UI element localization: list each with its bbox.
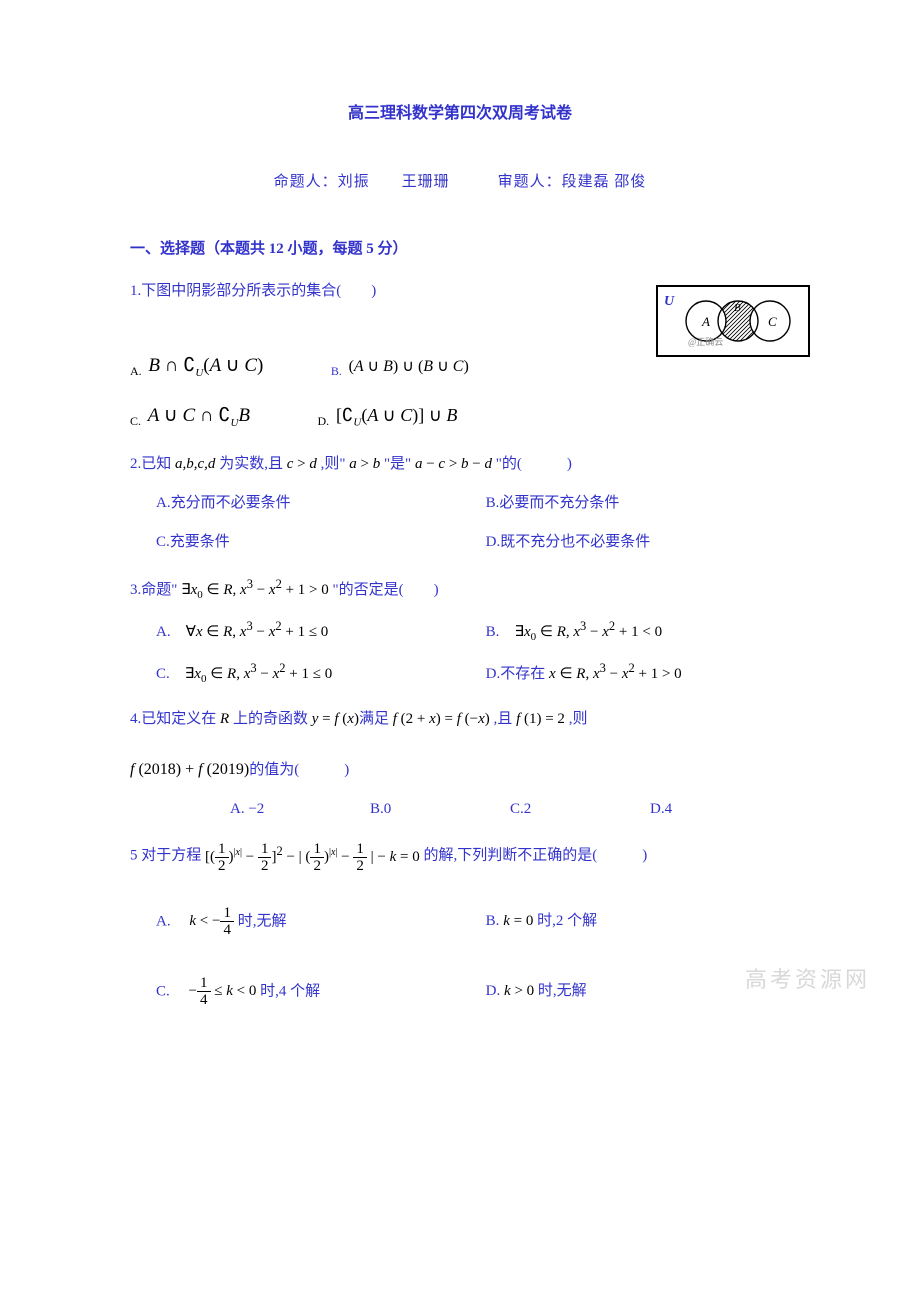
q4-p6: 的值为( ) [249,762,349,778]
svg-text:A: A [701,314,710,329]
q2-optC: C.充要条件 [156,534,230,550]
q5-optA-text: 时,无解 [238,913,287,929]
q4-p1: 4.已知定义在 [130,711,216,727]
q4-p4: ,且 [494,711,513,727]
page-title: 高三理科数学第四次双周考试卷 [130,100,790,129]
q3-optB-label: B. [486,624,500,640]
q5-optD-text: 时,无解 [538,983,587,999]
svg-text:C: C [768,314,777,329]
q5-end: 的解,下列判断不正确的是( ) [424,848,648,864]
q4-p5: ,则 [569,711,588,727]
q4-optB: B.0 [370,801,391,817]
q5-optA-label: A. [156,913,171,929]
q2-optD: D.既不充分也不必要条件 [486,534,651,550]
q1-optD-label: D. [318,414,330,428]
q4-p3: 满足 [359,711,389,727]
q5-optB-text: 时,2 个解 [537,913,597,929]
q5-optC-text: 时,4 个解 [260,983,320,999]
question-2: 2.已知 a,b,c,d 为实数,且 c > d ,则" a > b "是" a… [130,448,790,559]
q2-end: "的( ) [496,456,572,472]
q2-mid1: 为实数,且 [219,456,283,472]
section-header-1: 一、选择题（本题共 12 小题，每题 5 分） [130,236,790,263]
q2-optB: B.必要而不充分条件 [486,495,620,511]
q1-optB-label: B. [331,364,342,378]
q5-optC-label: C. [156,983,170,999]
q3-optA-label: A. [156,624,171,640]
q2-mid2: ,则" [321,456,346,472]
q5-optB-label: B. [486,913,500,929]
q3-end: "的否定是( ) [333,582,439,598]
question-1: 1.下图中阴影部分所表示的集合( ) U A B [130,275,790,436]
q5-equation: [(12)|x| − 12]2 − | (12)|x| − 12 | − k =… [205,838,420,875]
q1-stem: 1.下图中阴影部分所表示的集合( ) [130,283,376,299]
q5-pre: 5 对于方程 [130,848,201,864]
question-5: 5 对于方程 [(12)|x| − 12]2 − | (12)|x| − 12 … [130,838,790,1009]
q1-optC-label: C. [130,414,141,428]
q3-optC-label: C. [156,666,170,682]
venn-diagram: U A B C @正确云 [656,285,810,357]
q1-options-row2: C. A ∪ C ∩ ∁UB D. [∁U(A ∪ C)] ∪ B [130,396,790,436]
venn-label-u: U [664,287,674,318]
question-4: 4.已知定义在 R 上的奇函数 y = f (x)满足 f (2 + x) = … [130,703,790,826]
q4-optA: A. −2 [230,801,264,817]
q2-optA: A.充分而不必要条件 [156,495,291,511]
authors-line: 命题人：刘振 王珊珊 审题人：段建磊 邵俊 [130,169,790,196]
q2-pre: 2.已知 [130,456,171,472]
q4-optD: D.4 [650,801,672,817]
venn-watermark: @正确云 [688,333,723,353]
q4-optC: C.2 [510,801,531,817]
q4-p2: 上的奇函数 [233,711,308,727]
question-3: 3.命题" ∃x0 ∈ R, x3 − x2 + 1 > 0 "的否定是( ) … [130,571,790,692]
q1-optA-label: A. [130,364,142,378]
q5-optD-label: D. [486,983,501,999]
q3-pre: 3.命题" [130,582,177,598]
svg-text:B: B [734,302,741,314]
q2-mid3: "是" [384,456,411,472]
q3-optD-label: D.不存在 [486,666,546,682]
